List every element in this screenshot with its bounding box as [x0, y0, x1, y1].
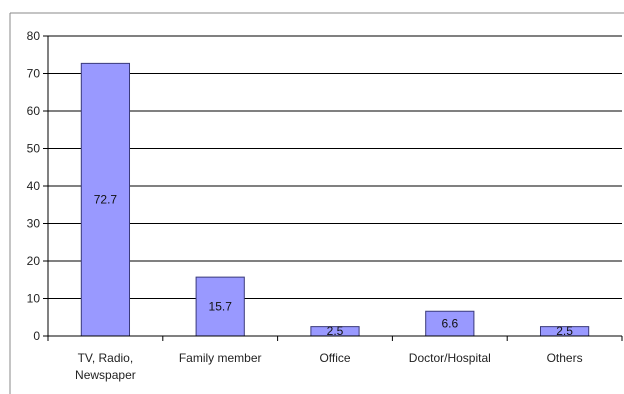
- y-tick-label: 80: [27, 29, 41, 43]
- data-label: 6.6: [441, 317, 458, 331]
- x-tick-label: Newspaper: [75, 368, 136, 382]
- data-label: 2.5: [556, 324, 573, 338]
- x-axis: TV, Radio, Newspaper Family member Office Do…: [47, 335, 623, 382]
- chart-frame: [9, 12, 624, 394]
- y-tick-label: 70: [27, 67, 41, 81]
- y-tick-label: 50: [27, 142, 41, 156]
- y-tick-label: 30: [27, 217, 41, 231]
- x-tick-label: Office: [319, 351, 350, 365]
- x-tick-label: Others: [547, 351, 583, 365]
- y-tick-label: 20: [27, 254, 41, 268]
- bars: 72.7 15.7 2.5 6.6 2.5: [80, 62, 590, 338]
- y-axis: 0 10 20 30 40 50 60 70 80: [27, 29, 49, 343]
- y-tick-label: 40: [27, 179, 41, 193]
- x-tick-label: TV, Radio,: [78, 351, 134, 365]
- y-tick-label: 10: [27, 292, 41, 306]
- gridlines: [48, 35, 622, 299]
- data-label: 2.5: [327, 324, 344, 338]
- y-tick-label: 0: [33, 329, 40, 343]
- x-tick-label: Doctor/Hospital: [409, 351, 491, 365]
- data-label: 72.7: [94, 193, 118, 207]
- bar: [80, 62, 131, 337]
- data-label: 15.7: [209, 300, 233, 314]
- x-tick-label: Family member: [179, 351, 262, 365]
- bar: [195, 276, 245, 337]
- bar: [425, 310, 475, 337]
- y-tick-label: 60: [27, 104, 41, 118]
